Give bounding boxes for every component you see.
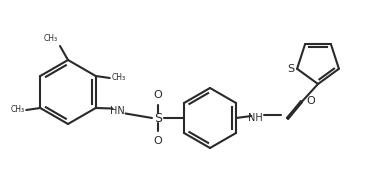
Text: O: O [306,96,315,106]
Text: HN: HN [110,107,125,117]
Text: S: S [287,64,294,74]
Text: CH₃: CH₃ [10,106,24,114]
Text: S: S [154,112,162,124]
Text: O: O [154,90,162,100]
Text: CH₃: CH₃ [112,74,126,82]
Text: NH: NH [248,113,263,123]
Text: O: O [154,136,162,146]
Text: CH₃: CH₃ [44,34,58,43]
